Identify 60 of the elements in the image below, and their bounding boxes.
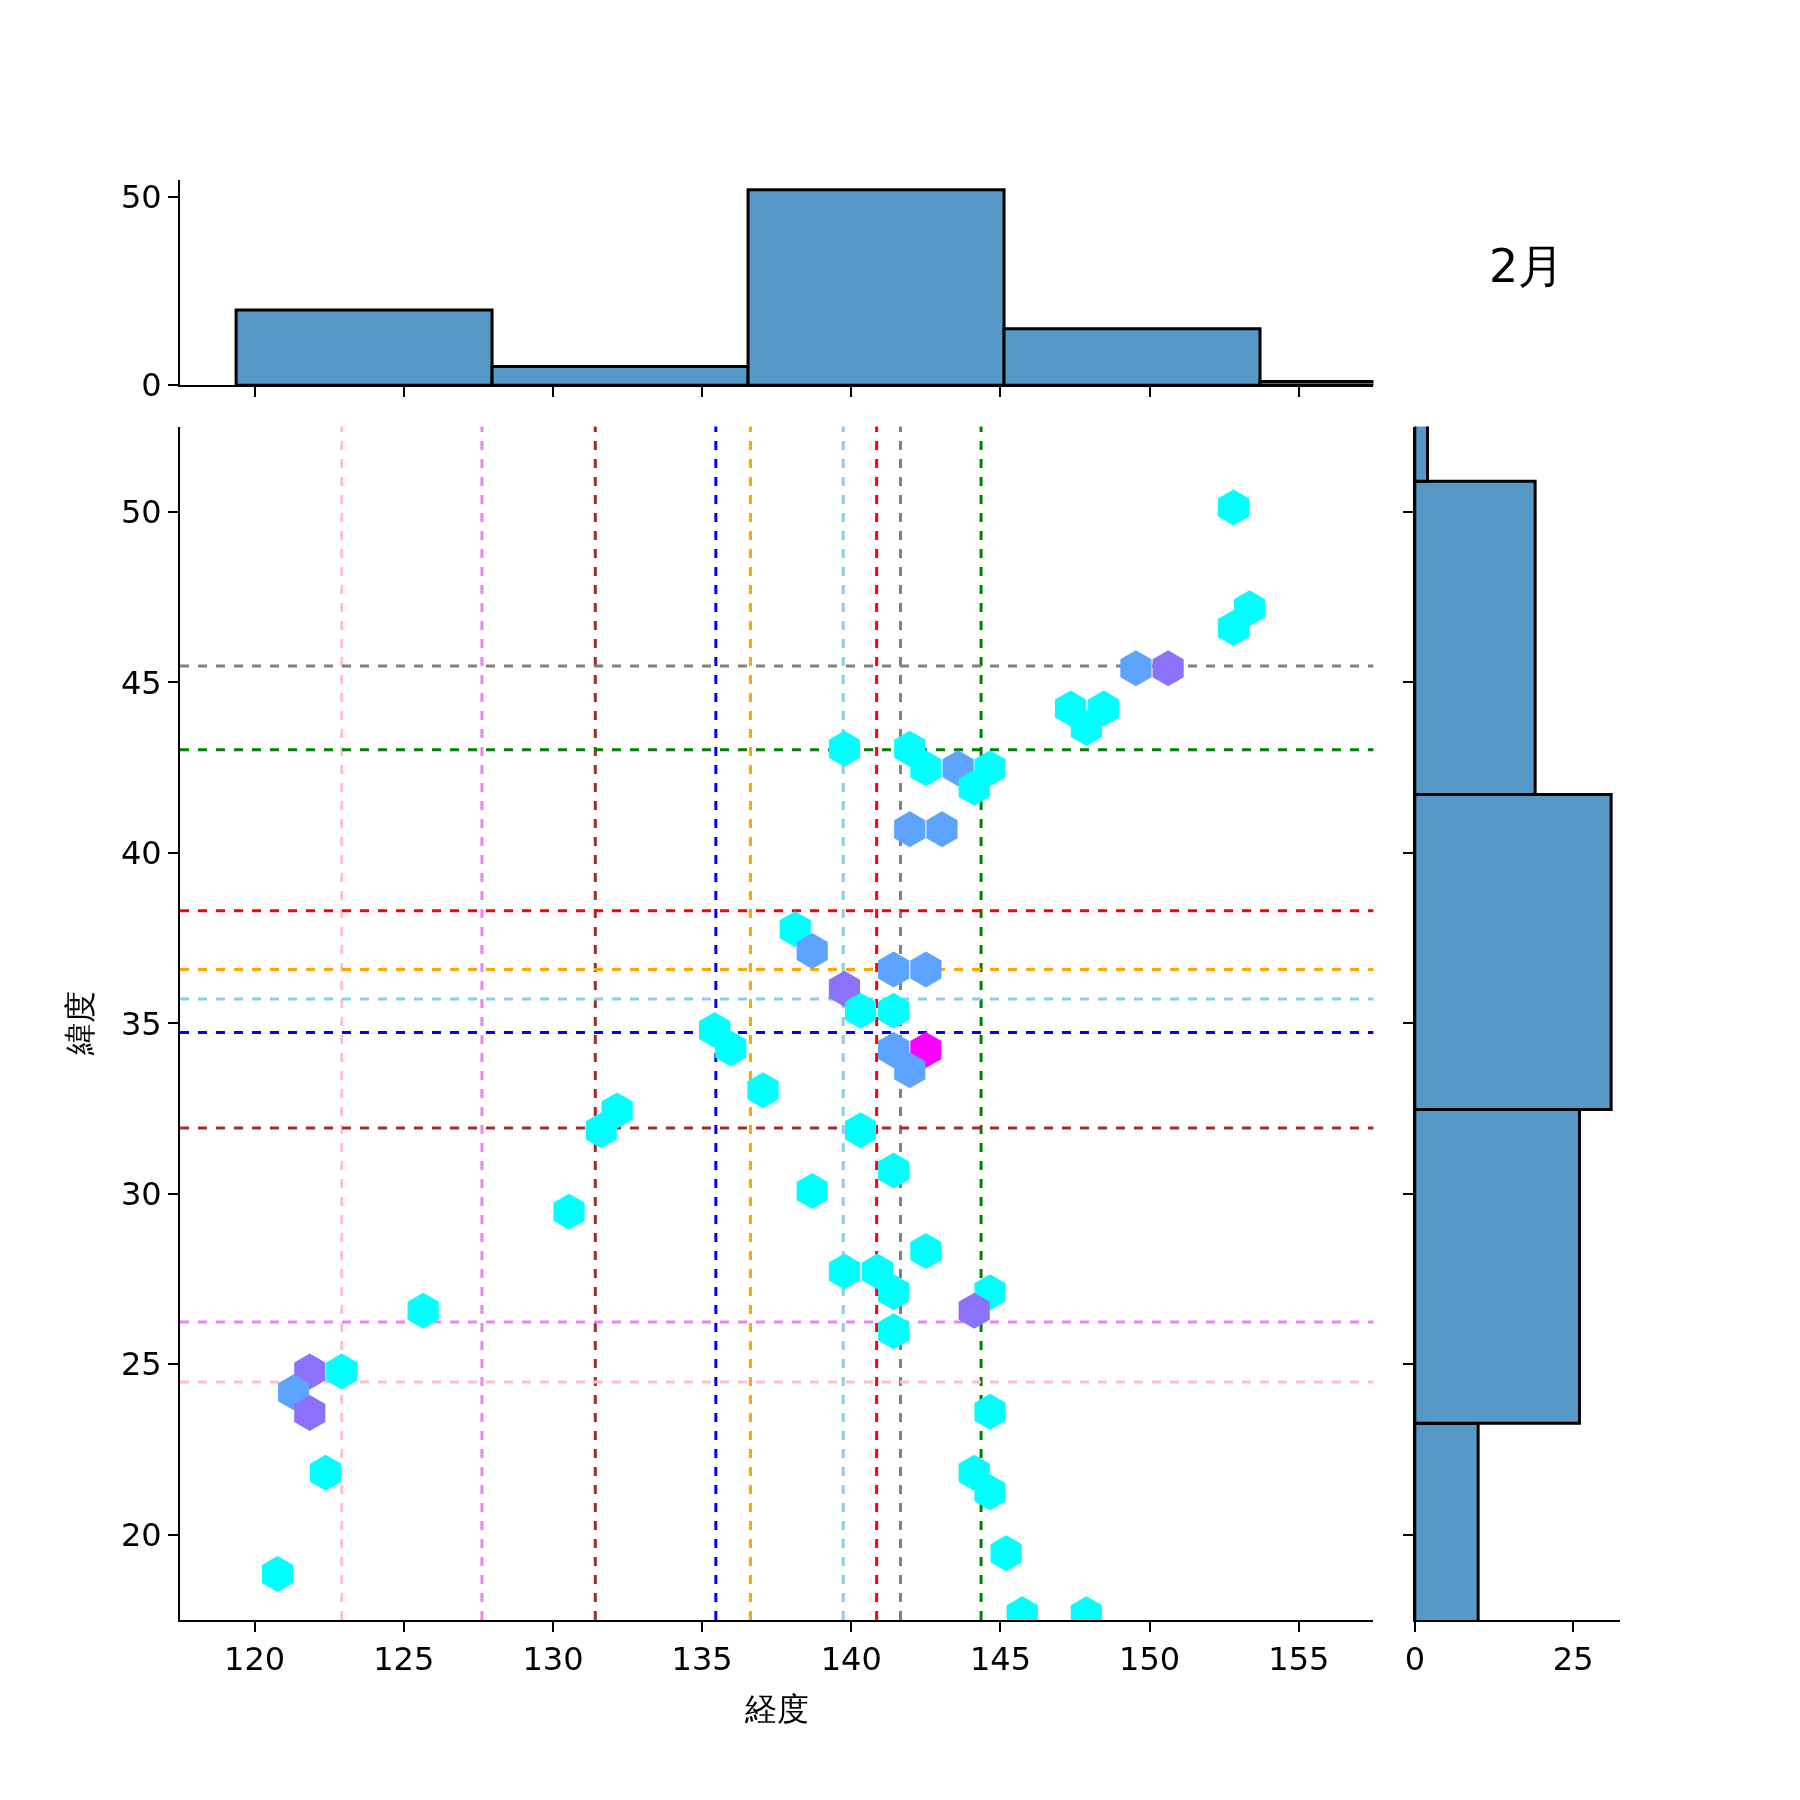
point — [878, 992, 910, 1029]
point — [894, 811, 926, 848]
y-tick-label: 45 — [120, 663, 162, 702]
y-tick-label: 50 — [120, 178, 162, 217]
point — [796, 933, 828, 970]
y-tick-label: 0 — [141, 366, 162, 405]
point — [878, 951, 910, 988]
point — [326, 1353, 358, 1390]
y-tick-label: 35 — [120, 1004, 162, 1043]
y-tick-label: 30 — [120, 1174, 162, 1213]
x-tick-label: 130 — [522, 1640, 584, 1679]
y-tick-label: 25 — [120, 1345, 162, 1384]
point — [294, 1395, 326, 1432]
point — [974, 1393, 1006, 1430]
point — [828, 970, 861, 1007]
point — [828, 730, 861, 767]
point — [894, 1052, 926, 1089]
point — [910, 1233, 942, 1270]
x-tick-label: 125 — [373, 1640, 435, 1679]
y-axis-title: 緯度 — [60, 991, 99, 1057]
x-tick-label: 140 — [820, 1640, 882, 1679]
point — [828, 1253, 861, 1290]
x-axis-title: 経度 — [743, 1689, 809, 1728]
y-tick-label: 40 — [120, 834, 162, 873]
point — [878, 1152, 910, 1189]
y-tick-label: 50 — [120, 493, 162, 532]
point — [1152, 650, 1184, 687]
point — [844, 1112, 877, 1149]
point — [878, 1274, 910, 1311]
point — [261, 1555, 294, 1592]
point — [1217, 610, 1250, 647]
point — [779, 911, 811, 948]
point — [796, 1173, 828, 1210]
point — [958, 1292, 990, 1329]
point — [715, 1030, 747, 1067]
point — [553, 1193, 585, 1230]
x-tick-label: 0 — [1404, 1640, 1425, 1679]
x-tick-label: 155 — [1268, 1640, 1330, 1679]
point — [585, 1112, 617, 1149]
point — [1070, 710, 1102, 747]
point — [407, 1292, 439, 1329]
x-tick-label: 145 — [969, 1640, 1031, 1679]
chart-title: 2月 — [1489, 239, 1565, 293]
point — [878, 1313, 910, 1350]
point — [958, 769, 990, 806]
point — [747, 1072, 779, 1109]
point — [310, 1454, 342, 1491]
point — [844, 992, 877, 1029]
point — [910, 750, 942, 787]
point — [910, 951, 942, 988]
point — [926, 811, 958, 848]
x-tick-label: 25 — [1552, 1640, 1594, 1679]
x-tick-label: 150 — [1119, 1640, 1181, 1679]
point — [974, 1474, 1006, 1511]
x-tick-label: 135 — [671, 1640, 733, 1679]
point — [1120, 650, 1152, 687]
point — [1217, 489, 1250, 526]
point — [990, 1535, 1022, 1572]
y-tick-label: 20 — [120, 1515, 162, 1554]
x-tick-label: 120 — [224, 1640, 286, 1679]
